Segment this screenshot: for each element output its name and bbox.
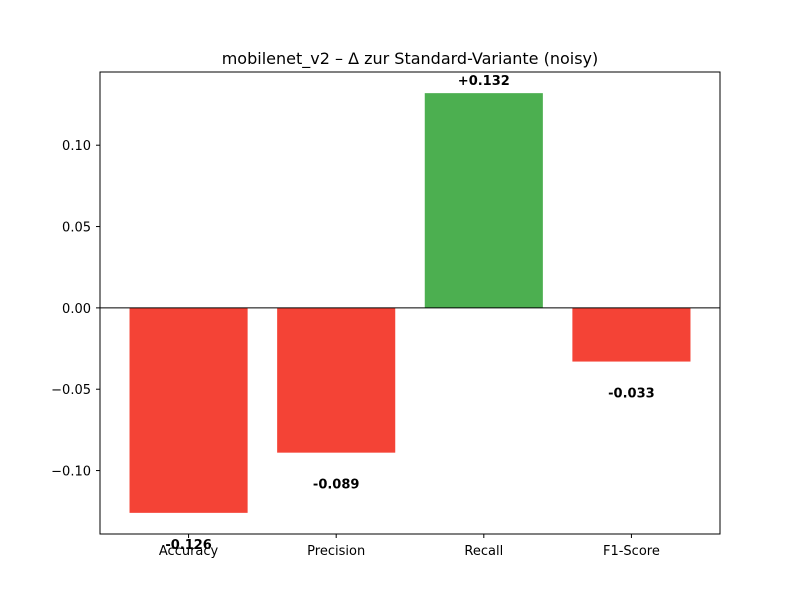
- bar-recall: [424, 93, 543, 308]
- x-axis: Accuracy Precision Recall F1-Score: [159, 534, 660, 559]
- y-tick-label: −0.10: [51, 465, 91, 480]
- y-tick-label: −0.05: [51, 383, 91, 398]
- value-labels: -0.126 -0.089 +0.132 -0.033: [165, 74, 654, 553]
- y-tick-label: 0.10: [62, 139, 91, 154]
- y-tick-label: 0.05: [62, 221, 91, 236]
- value-label: +0.132: [458, 74, 510, 89]
- plot-area-frame: [99, 71, 721, 535]
- x-tick-label: F1-Score: [603, 544, 660, 559]
- bar-accuracy: [129, 307, 248, 513]
- value-label: -0.033: [608, 386, 655, 401]
- bar-f1-score: [572, 307, 691, 362]
- chart-title: mobilenet_v2 – Δ zur Standard-Variante (…: [222, 49, 599, 69]
- x-tick-label: Accuracy: [159, 544, 219, 559]
- value-label: -0.126: [165, 538, 212, 553]
- bars-group: [129, 93, 691, 513]
- y-axis: −0.10 −0.05 0.00 0.05 0.10: [51, 139, 100, 480]
- value-label: -0.089: [313, 478, 360, 493]
- y-tick-label: 0.00: [62, 302, 91, 317]
- x-tick-label: Precision: [307, 544, 365, 559]
- bar-precision: [277, 307, 396, 453]
- x-tick-label: Recall: [464, 544, 503, 559]
